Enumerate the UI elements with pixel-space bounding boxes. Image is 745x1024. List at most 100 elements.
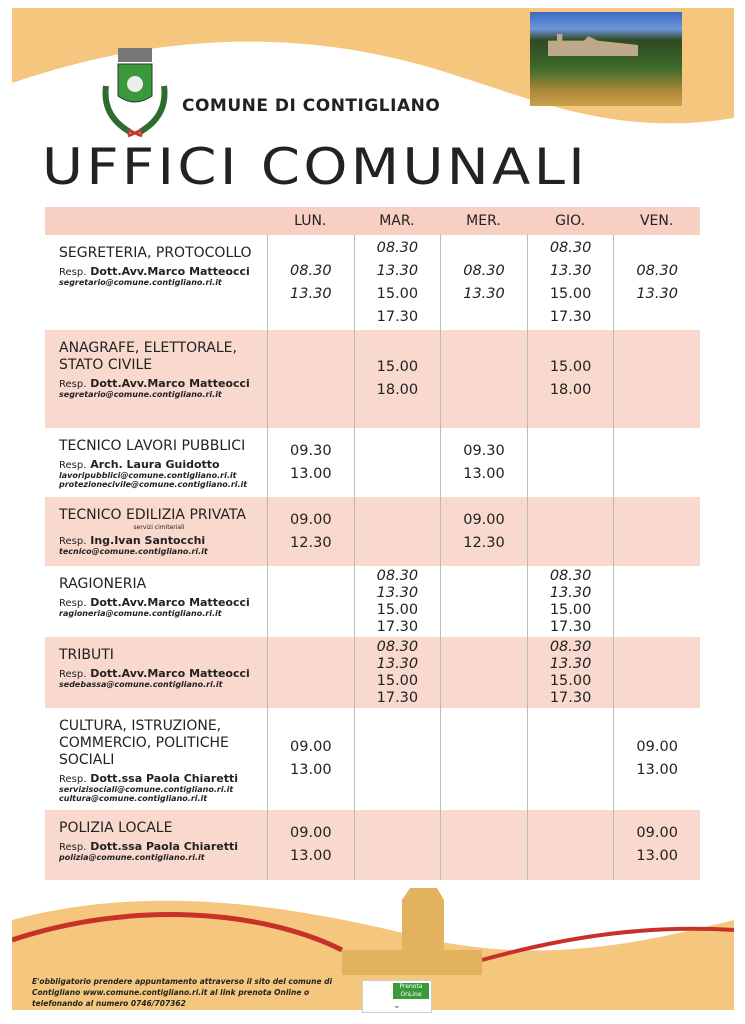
hours-mar [353, 708, 441, 810]
time-value: 17.30 [376, 618, 419, 635]
time-value: 08.30 [376, 239, 419, 256]
office-manager: Resp. Ing.Ivan Santocchi [59, 534, 206, 547]
office-email[interactable]: polizia@comune.contigliano.ri.it [59, 853, 205, 862]
office-hours-table: LUN. MAR. MER. GIO. VEN. SEGRETERIA, PRO… [45, 207, 700, 880]
chevron-down-icon: ⌄ [393, 1001, 401, 1011]
office-info: SEGRETERIA, PROTOCOLLO Resp. Dott.Avv.Mar… [45, 235, 267, 330]
time-value: 09.00 [463, 511, 505, 528]
hours-mar: 08.30 13.30 15.00 17.30 [353, 566, 441, 637]
time-value: 08.30 [463, 262, 505, 279]
hours-gio [526, 810, 614, 880]
hours-lun [267, 566, 354, 637]
time-value: 13.30 [549, 584, 592, 601]
hours-ven [613, 497, 700, 566]
time-value: 13.30 [636, 285, 678, 302]
time-value: 12.30 [463, 534, 505, 551]
municipality-name: COMUNE DI CONTIGLIANO [182, 96, 441, 116]
office-name: RAGIONERIA [59, 576, 147, 592]
hours-mar [353, 428, 441, 497]
time-value: 15.00 [376, 672, 419, 689]
hours-mar [353, 810, 441, 880]
office-name: ANAGRAFE, ELETTORALE, STATO CIVILE [59, 340, 237, 373]
column-ven: VEN. [639, 212, 674, 229]
appointment-note: E'obbligatorio prendere appuntamento att… [32, 977, 333, 1008]
hours-mar: 08.30 13.30 15.00 17.30 [353, 235, 441, 330]
time-value: 13.00 [290, 848, 332, 864]
office-name: TECNICO LAVORI PUBBLICI [59, 438, 246, 454]
hours-mar: 08.30 13.30 15.00 17.30 [353, 637, 441, 708]
prenota-online-button[interactable]: Prenota OnLine ⌄ [362, 980, 432, 1013]
office-info: POLIZIA LOCALE Resp. Dott.ssa Paola Chiar… [45, 810, 267, 880]
hours-mer [440, 810, 527, 880]
office-email[interactable]: segretario@comune.contigliano.ri.it [59, 390, 222, 399]
time-value: 17.30 [376, 689, 419, 706]
hours-gio [526, 708, 614, 810]
hours-mer [440, 708, 527, 810]
office-email[interactable]: tecnico@comune.contigliano.ri.it [59, 547, 208, 556]
office-note: servizi cimiteriali [133, 524, 185, 531]
table-row: CULTURA, ISTRUZIONE, COMMERCIO, POLITICH… [45, 708, 700, 810]
hours-ven [613, 566, 700, 637]
office-info: TRIBUTI Resp. Dott.Avv.Marco Matteocci sed… [45, 637, 267, 708]
time-value: 13.30 [549, 655, 592, 672]
office-info: TECNICO EDILIZIA PRIVATA servizi cimiteri… [45, 497, 267, 566]
office-info: TECNICO LAVORI PUBBLICI Resp. Arch. Laura… [45, 428, 267, 497]
column-mar: MAR. [379, 212, 415, 229]
column-gio: GIO. [555, 212, 586, 229]
hours-lun: 09.00 13.00 [267, 708, 354, 810]
office-manager: Resp. Dott.Avv.Marco Matteocci [59, 377, 250, 390]
hours-ven [613, 428, 700, 497]
hours-ven: 08.30 13.30 [613, 235, 700, 330]
hours-lun: 09.30 13.00 [267, 428, 354, 497]
hours-mer: 09.00 12.30 [440, 497, 527, 566]
time-value: 13.00 [636, 848, 678, 864]
coat-of-arms-logo [102, 48, 168, 138]
column-lun: LUN. [294, 212, 327, 229]
time-value: 09.00 [290, 825, 332, 841]
hours-lun: 09.00 12.30 [267, 497, 354, 566]
hours-gio [526, 497, 614, 566]
hours-gio: 08.30 13.30 15.00 17.30 [526, 637, 614, 708]
footer-background-wave [12, 888, 734, 1010]
time-value: 09.30 [463, 442, 505, 459]
page-title: UFFICI COMUNALI [42, 138, 589, 196]
time-value: 15.00 [549, 359, 592, 375]
hours-mar: 15.00 18.00 [353, 330, 441, 428]
time-value: 13.30 [549, 262, 592, 279]
time-value: 13.00 [636, 762, 678, 778]
office-email[interactable]: cultura@comune.contigliano.ri.it [59, 794, 208, 803]
hours-ven [613, 637, 700, 708]
hours-mer [440, 330, 527, 428]
office-email[interactable]: segretario@comune.contigliano.ri.it [59, 278, 222, 287]
office-email[interactable]: sedebassa@comune.contigliano.ri.it [59, 680, 223, 689]
time-value: 13.30 [376, 655, 419, 672]
office-info: ANAGRAFE, ELETTORALE, STATO CIVILE Resp. … [45, 330, 267, 428]
office-email[interactable]: ragioneria@comune.contigliano.ri.it [59, 609, 222, 618]
time-value: 13.30 [376, 262, 419, 279]
time-value: 09.00 [290, 511, 332, 528]
hours-lun [267, 637, 354, 708]
table-row: TRIBUTI Resp. Dott.Avv.Marco Matteocci sed… [45, 637, 700, 708]
office-manager: Resp. Dott.Avv.Marco Matteocci [59, 667, 250, 680]
time-value: 15.00 [549, 285, 592, 302]
time-value: 13.30 [376, 584, 419, 601]
hours-lun [267, 330, 354, 428]
time-value: 08.30 [376, 638, 419, 655]
time-value: 09.30 [290, 442, 332, 459]
time-value: 13.00 [290, 465, 332, 482]
time-value: 17.30 [549, 308, 592, 325]
office-email[interactable]: protezionecivile@comune.contigliano.ri.i… [59, 480, 248, 489]
time-value: 15.00 [376, 359, 419, 375]
time-value: 15.00 [549, 672, 592, 689]
town-photo [530, 12, 682, 106]
office-email[interactable]: lavoripubblici@comune.contigliano.ri.it [59, 471, 237, 480]
office-name: CULTURA, ISTRUZIONE, COMMERCIO, POLITICH… [59, 718, 229, 768]
time-value: 08.30 [549, 638, 592, 655]
table-row: TECNICO EDILIZIA PRIVATA servizi cimiteri… [45, 497, 700, 566]
time-value: 18.00 [549, 382, 592, 398]
office-name: TRIBUTI [59, 647, 114, 663]
hours-ven: 09.00 13.00 [613, 810, 700, 880]
office-email[interactable]: servizisociali@comune.contigliano.ri.it [59, 785, 234, 794]
hours-gio: 08.30 13.30 15.00 17.30 [526, 566, 614, 637]
time-value: 08.30 [636, 262, 678, 279]
